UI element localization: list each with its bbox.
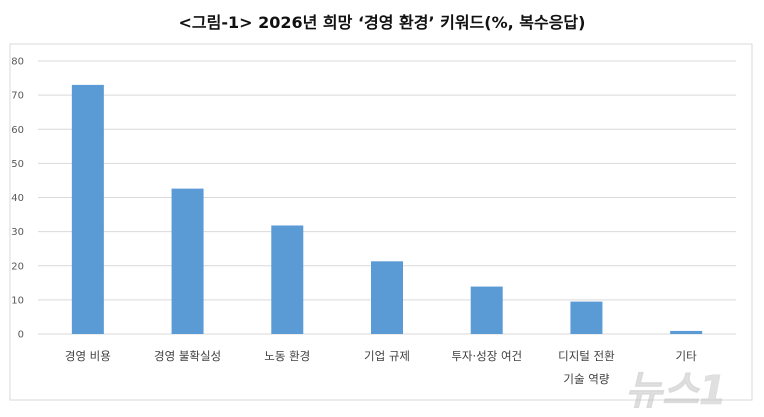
y-tick-label: 70 (11, 91, 24, 102)
y-tick-label: 50 (11, 159, 24, 170)
y-axis-ticks: 0 10 20 30 40 50 60 70 80 (11, 57, 24, 341)
x-category-label-line: 디지털 전환 (558, 349, 615, 363)
bar (71, 84, 104, 334)
y-tick-label: 60 (11, 125, 24, 136)
x-category-label: 노동 환경 (264, 349, 310, 363)
bar (670, 330, 703, 334)
y-tick-label: 80 (11, 57, 24, 68)
bar (570, 301, 603, 334)
x-category-label: 경영 비용 (65, 349, 111, 363)
y-tick-label: 40 (11, 193, 24, 204)
x-category-label: 기타 (676, 349, 698, 363)
x-category-label: 투자·성장 여건 (451, 349, 522, 363)
x-category-label-line: 노동 환경 (264, 349, 310, 363)
y-tick-label: 30 (11, 227, 24, 238)
plot-frame (9, 43, 753, 401)
bar (271, 225, 304, 334)
chart-title: <그림-1> 2026년 희망 ‘경영 환경’ 키워드(%, 복수응답) (179, 13, 586, 32)
y-tick-label: 20 (11, 261, 24, 272)
gridlines (38, 60, 736, 335)
x-category-label-line: 경영 불확실성 (154, 349, 221, 363)
x-category-label-line: 기타 (676, 349, 698, 363)
y-tick-label: 0 (18, 330, 24, 341)
x-category-label-line: 경영 비용 (65, 349, 111, 363)
watermark-logo: 뉴스1 (625, 368, 727, 415)
bars (71, 84, 703, 334)
x-category-label: 경영 불확실성 (154, 349, 221, 363)
x-category-label-line: 투자·성장 여건 (451, 349, 522, 363)
y-tick-label: 10 (11, 295, 24, 306)
bar (371, 261, 403, 334)
watermark-text: 뉴스1 (625, 368, 726, 414)
x-category-label-line: 기술 역량 (563, 372, 609, 386)
x-category-label-line: 기업 규제 (364, 349, 410, 363)
bar (171, 188, 204, 334)
bar (470, 286, 503, 334)
x-category-label: 기업 규제 (364, 349, 410, 363)
